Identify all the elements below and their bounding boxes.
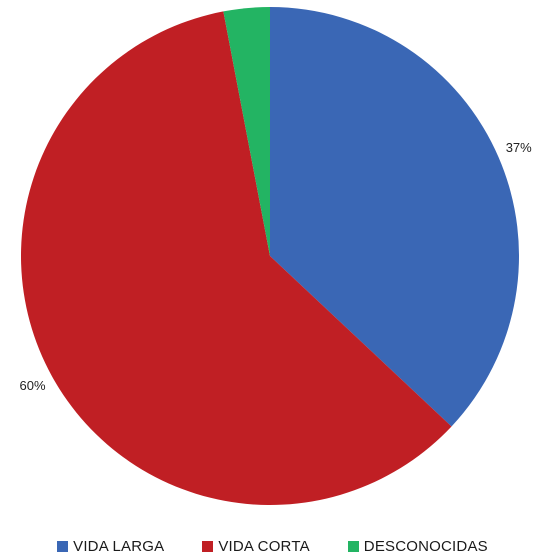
pie-slice-vida-larga	[270, 7, 519, 427]
legend-label-vida-corta: VIDA CORTA	[218, 537, 310, 555]
pie-slices	[20, 7, 519, 506]
legend-item-vida-larga: VIDA LARGA	[57, 538, 164, 555]
legend-item-desconocidas: DESCONOCIDAS	[347, 537, 488, 555]
chart-legend: VIDA LARGA VIDA CORTA DESCONOCIDAS	[0, 536, 545, 556]
data-label-vida-larga: 37%	[506, 140, 532, 155]
pie-slice-vida-corta	[20, 11, 452, 506]
legend-swatch-vida-larga	[57, 540, 69, 552]
pie-data-labels: 37% 60%	[20, 140, 533, 393]
legend-swatch-desconocidas	[347, 540, 359, 552]
pie-slice-desconocidas	[223, 7, 270, 256]
legend-swatch-vida-corta	[202, 540, 214, 552]
legend-label-vida-larga: VIDA LARGA	[73, 537, 165, 555]
legend-label-desconocidas: DESCONOCIDAS	[363, 537, 488, 555]
legend-item-vida-corta: VIDA CORTA	[202, 537, 310, 555]
data-label-vida-corta: 60%	[20, 378, 46, 393]
